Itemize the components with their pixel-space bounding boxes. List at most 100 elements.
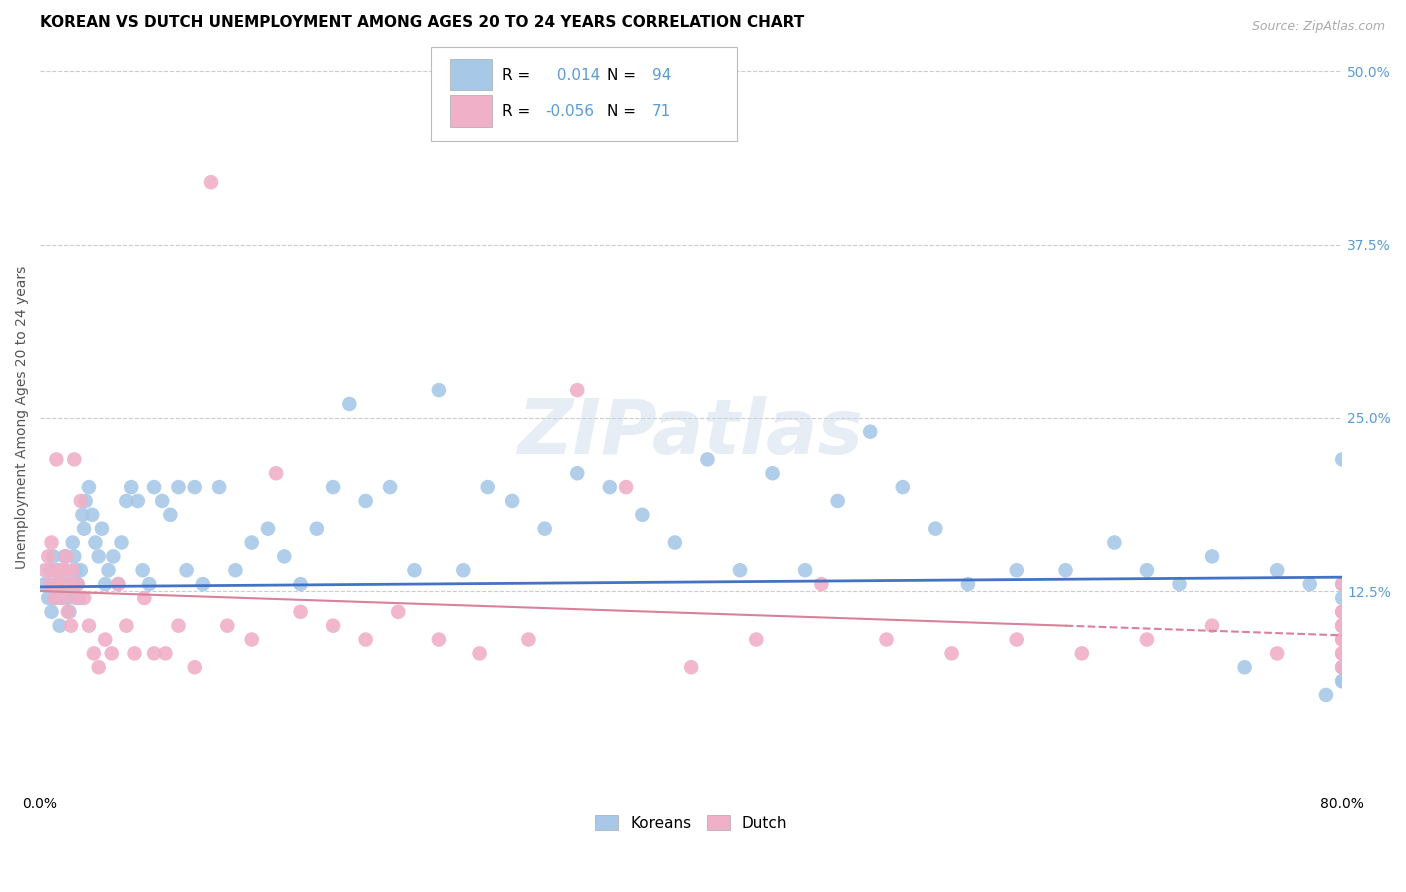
Point: [1265, 563, 1288, 577]
Point: [387, 605, 409, 619]
Point: [1331, 618, 1354, 632]
Point: [1136, 563, 1159, 577]
Point: [567, 467, 589, 481]
Legend: Koreans, Dutch: Koreans, Dutch: [589, 808, 793, 837]
Point: [66, 577, 89, 591]
Point: [45, 452, 67, 467]
Point: [55, 549, 77, 564]
Point: [184, 480, 207, 494]
Point: [120, 480, 142, 494]
Point: [1005, 563, 1028, 577]
Text: 0.014: 0.014: [553, 68, 600, 83]
Point: [110, 535, 132, 549]
FancyBboxPatch shape: [450, 95, 492, 127]
Point: [924, 522, 946, 536]
Point: [34, 563, 56, 577]
Point: [1331, 632, 1354, 647]
Point: [794, 563, 817, 577]
Point: [257, 522, 280, 536]
Point: [77, 618, 100, 632]
Point: [73, 522, 96, 536]
Point: [46, 577, 69, 591]
Point: [1331, 618, 1354, 632]
Point: [97, 563, 120, 577]
Point: [599, 480, 621, 494]
Point: [891, 480, 914, 494]
Point: [38, 563, 60, 577]
Point: [138, 577, 160, 591]
Point: [63, 549, 86, 564]
Point: [124, 646, 146, 660]
Point: [55, 563, 77, 577]
Point: [51, 577, 73, 591]
Point: [567, 383, 589, 397]
Point: [167, 480, 190, 494]
Point: [501, 494, 523, 508]
Point: [208, 480, 231, 494]
Point: [322, 618, 344, 632]
Point: [131, 563, 153, 577]
Point: [143, 480, 166, 494]
Point: [468, 646, 491, 660]
Point: [664, 535, 686, 549]
Point: [1331, 646, 1354, 660]
Point: [273, 549, 295, 564]
Point: [69, 494, 91, 508]
Point: [150, 494, 173, 508]
Point: [1331, 618, 1354, 632]
Point: [1005, 632, 1028, 647]
Point: [404, 563, 426, 577]
Point: [134, 591, 156, 605]
Point: [60, 618, 83, 632]
Point: [264, 467, 287, 481]
Point: [1136, 632, 1159, 647]
Point: [73, 591, 96, 605]
Point: [517, 632, 540, 647]
Point: [115, 618, 138, 632]
Point: [240, 535, 263, 549]
Point: [427, 383, 450, 397]
Point: [1104, 535, 1126, 549]
Point: [614, 480, 637, 494]
Point: [37, 591, 59, 605]
Point: [322, 480, 344, 494]
Point: [1331, 674, 1354, 689]
Point: [53, 563, 76, 577]
Point: [94, 577, 117, 591]
Point: [56, 605, 79, 619]
Point: [67, 591, 90, 605]
Text: Source: ZipAtlas.com: Source: ZipAtlas.com: [1251, 20, 1385, 33]
Point: [200, 175, 222, 189]
Point: [100, 646, 122, 660]
Point: [66, 577, 89, 591]
Point: [1331, 660, 1354, 674]
Point: [69, 563, 91, 577]
Point: [94, 632, 117, 647]
Point: [1315, 688, 1337, 702]
Point: [859, 425, 882, 439]
Point: [696, 452, 718, 467]
Point: [184, 660, 207, 674]
Point: [810, 577, 832, 591]
Point: [84, 535, 107, 549]
Point: [827, 494, 849, 508]
Point: [745, 632, 768, 647]
Text: R =: R =: [502, 103, 536, 119]
Point: [1331, 577, 1354, 591]
Point: [103, 549, 125, 564]
Point: [1331, 452, 1354, 467]
Point: [38, 577, 60, 591]
Point: [41, 535, 63, 549]
Point: [1168, 577, 1191, 591]
Point: [63, 452, 86, 467]
Point: [1054, 563, 1077, 577]
Point: [58, 577, 80, 591]
Point: [56, 591, 79, 605]
Point: [1331, 618, 1354, 632]
Text: ZIPatlas: ZIPatlas: [519, 396, 865, 470]
Point: [427, 632, 450, 647]
Point: [65, 591, 87, 605]
Y-axis label: Unemployment Among Ages 20 to 24 years: Unemployment Among Ages 20 to 24 years: [15, 266, 30, 569]
Point: [44, 591, 66, 605]
Point: [87, 549, 110, 564]
